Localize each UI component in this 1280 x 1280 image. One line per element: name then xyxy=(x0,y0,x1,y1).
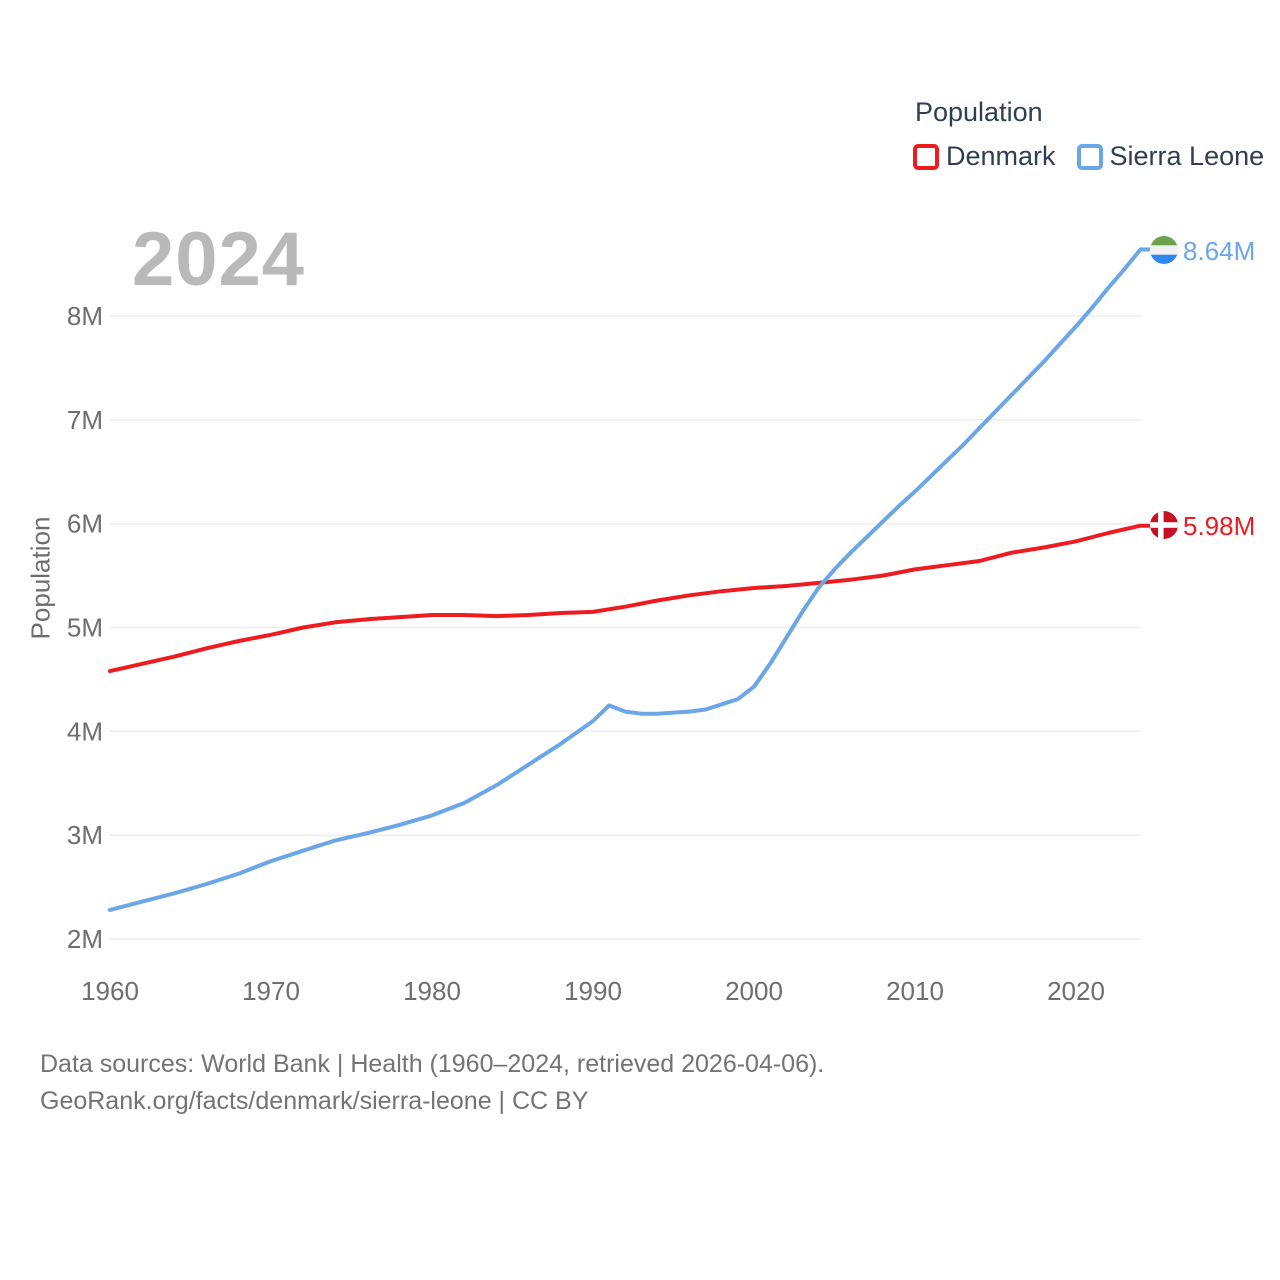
y-tick-label: 4M xyxy=(67,716,103,746)
x-tick-label: 1960 xyxy=(81,976,139,1006)
sierra-leone-flag-icon xyxy=(1150,236,1178,264)
y-axis-title: Population xyxy=(25,516,56,640)
x-tick-label: 1980 xyxy=(403,976,461,1006)
y-tick-label: 8M xyxy=(67,301,103,331)
denmark-swatch-icon xyxy=(913,143,939,170)
legend-item-sierra-leone[interactable]: Sierra Leone xyxy=(1076,141,1265,172)
legend-item-label-sierra-leone: Sierra Leone xyxy=(1109,141,1265,171)
data-sources-line: Data sources: World Bank | Health (1960–… xyxy=(40,1050,825,1078)
sierra-leone-line[interactable] xyxy=(108,247,1154,912)
denmark-end-value-label: 5.98M xyxy=(1183,511,1256,541)
y-tick-label: 6M xyxy=(67,509,103,539)
legend-title: Population xyxy=(915,97,1043,127)
legend-item-label-denmark: Denmark xyxy=(946,141,1056,171)
y-tick-label: 3M xyxy=(67,820,103,850)
legend-item-denmark[interactable]: Denmark xyxy=(913,141,1056,172)
year-watermark: 2024 xyxy=(132,217,306,302)
y-tick-label: 2M xyxy=(67,924,103,954)
footer: Data sources: World Bank | Health (1960–… xyxy=(40,1046,824,1120)
y-tick-label: 5M xyxy=(67,613,103,643)
x-tick-label: 2010 xyxy=(886,976,944,1006)
attribution-line: GeoRank.org/facts/denmark/sierra-leone |… xyxy=(40,1087,589,1115)
y-tick-label: 7M xyxy=(67,405,103,435)
legend-items: Denmark Sierra Leone xyxy=(913,141,1264,172)
denmark-line[interactable] xyxy=(108,523,1154,674)
sierra-leone-swatch-icon xyxy=(1076,143,1103,170)
denmark-flag-icon xyxy=(1150,511,1178,539)
x-tick-label: 1970 xyxy=(242,976,300,1006)
x-tick-label: 2020 xyxy=(1047,976,1105,1006)
x-tick-label: 1990 xyxy=(564,976,622,1006)
sierra-leone-end-value-label: 8.64M xyxy=(1183,236,1256,266)
x-tick-label: 2000 xyxy=(725,976,783,1006)
legend: Population Denmark Sierra Leone xyxy=(913,97,1264,172)
